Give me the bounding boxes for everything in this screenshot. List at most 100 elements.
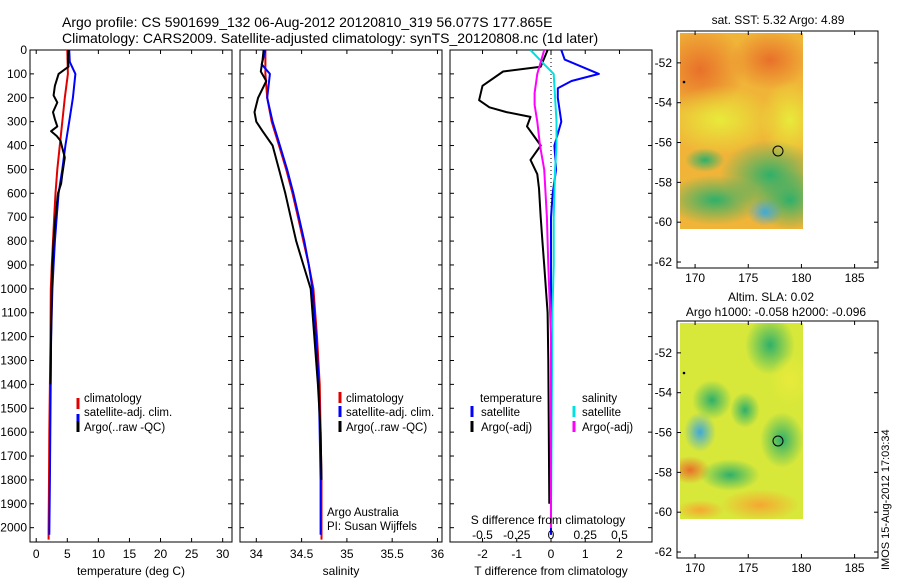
x-tick-label: 10	[92, 547, 106, 561]
salinity-xlabel: salinity	[323, 564, 360, 578]
legend-climatology: climatology	[84, 393, 142, 405]
map-x-tick-label: 170	[685, 271, 705, 285]
legend-temp-satellite: satellite	[481, 407, 520, 419]
legend-climatology-s: climatology	[346, 393, 404, 405]
difference-ticks: -2 -1 0 1 2	[477, 50, 623, 561]
legend-argo-s: Argo(..raw -QC)	[346, 422, 427, 434]
depth-tick-label: 1400	[0, 377, 27, 391]
series-line-3	[533, 50, 552, 528]
x-tick-label: 5	[64, 547, 71, 561]
salinity-legend: climatology satellite-adj. clim. Argo(..…	[338, 392, 434, 434]
sst-argo-marker	[772, 145, 784, 157]
x-tick-label: 20	[154, 547, 168, 561]
depth-tick-label: 900	[7, 258, 27, 272]
x-tick-label: -1	[511, 547, 522, 561]
x-tick-label: -2	[477, 547, 488, 561]
difference-xlabel: T difference from climatology	[474, 564, 628, 578]
map-y-tick-label: -58	[655, 465, 673, 479]
temperature-ticks: 0 5 10 15 20 25 30	[33, 50, 230, 561]
depth-tick-label: 1900	[0, 497, 27, 511]
depth-tick-label: 1600	[0, 425, 27, 439]
depth-tick-label: 800	[7, 234, 27, 248]
depth-tick-label: 1700	[0, 449, 27, 463]
depth-tick-label: 0	[20, 43, 27, 57]
map-y-tick-label: -54	[655, 386, 673, 400]
x-tick-label: 0	[548, 547, 555, 561]
temperature-panel: 0100200300400500600700800900100011001200…	[0, 43, 233, 578]
depth-tick-label: 2000	[0, 521, 27, 535]
temperature-xlabel: temperature (deg C)	[77, 564, 185, 578]
s-diff-tick-label: 0	[548, 528, 555, 542]
sst-map-title: sat. SST: 5.32 Argo: 4.89	[712, 13, 845, 27]
sla-small-dot	[682, 371, 686, 375]
legend-satellite-adj-s: satellite-adj. clim.	[346, 407, 434, 419]
legend-argo: Argo(..raw -QC)	[84, 422, 165, 434]
s-diff-tick-label: -0.25	[503, 528, 531, 542]
depth-tick-label: 300	[7, 115, 27, 129]
map-y-tick-label: -60	[655, 505, 673, 519]
sla-map-panel: Altim. SLA: 0.02 Argo h1000: -0.058 h200…	[655, 290, 879, 575]
sla-map-subtitle: Argo h1000: -0.058 h2000: -0.096	[686, 305, 866, 319]
legend-temp-argo: Argo(-adj)	[481, 422, 532, 434]
map-y-tick-label: -58	[655, 175, 673, 189]
sst-map-ticks: 170 175 180 185 -52 -54 -56 -58 -60 -62	[655, 31, 878, 285]
map-y-tick-label: -62	[655, 255, 673, 269]
map-y-tick-label: -62	[655, 545, 673, 559]
x-tick-label: 30	[216, 547, 230, 561]
depth-tick-label: 500	[7, 162, 27, 176]
legend-sal-satellite: satellite	[582, 407, 621, 419]
difference-depth-ticks	[450, 49, 652, 529]
depth-tick-label: 600	[7, 186, 27, 200]
depth-tick-label: 100	[7, 67, 27, 81]
x-tick-label: 35.5	[380, 547, 404, 561]
map-y-tick-label: -56	[655, 426, 673, 440]
sst-small-dot	[682, 80, 686, 84]
imos-stamp: IMOS 15-Aug-2012 17:03:34	[880, 429, 892, 570]
map-y-tick-label: -54	[655, 96, 673, 110]
depth-tick-label: 1100	[1, 306, 27, 320]
legend-satellite-adj: satellite-adj. clim.	[84, 407, 172, 419]
map-y-tick-label: -56	[655, 136, 673, 150]
depth-tick-label: 1300	[0, 353, 27, 367]
x-tick-label: 1	[582, 547, 589, 561]
map-x-tick-label: 170	[685, 561, 705, 575]
difference-lines	[478, 50, 600, 542]
s-diff-tick-label: 0.25	[574, 528, 598, 542]
sla-argo-marker	[772, 435, 784, 447]
difference-legend: temperature salinity satellite Argo(-adj…	[470, 393, 633, 434]
legend-sal-argo: Argo(-adj)	[582, 422, 633, 434]
salinity-panel: 34 34.5 35 35.5 36 salinity climatology sate…	[239, 49, 445, 578]
sla-map-title: Altim. SLA: 0.02	[728, 290, 814, 304]
salinity-lines	[253, 50, 323, 540]
map-y-tick-label: -52	[655, 56, 673, 70]
difference-panel: -2 -1 0 1 2 S difference from climatology -0…	[449, 49, 653, 578]
map-y-tick-label: -52	[655, 346, 673, 360]
sst-field	[680, 33, 803, 229]
series-line-2	[49, 50, 70, 385]
sla-field	[680, 323, 803, 519]
figure-title-line2: Climatology: CARS2009. Satellite-adjuste…	[62, 30, 598, 46]
x-tick-label: 25	[185, 547, 199, 561]
temperature-lines	[47, 50, 77, 540]
x-tick-label: 2	[616, 547, 623, 561]
depth-tick-label: 1000	[0, 282, 27, 296]
depth-tick-label: 700	[7, 210, 27, 224]
depth-tick-label: 1200	[0, 330, 27, 344]
temperature-legend: climatology satellite-adj. clim. Argo(..…	[76, 393, 172, 434]
series-line-2	[253, 50, 323, 480]
x-tick-label: 36	[431, 547, 445, 561]
salinity-axes-frame	[239, 49, 443, 543]
depth-ticks-temperature: 0 100 200 300 400 500 600 700 800 900 1000 1100 1200…	[0, 43, 232, 535]
x-tick-label: 15	[123, 547, 137, 561]
annotation-pi: PI: Susan Wijffels	[327, 521, 417, 533]
x-tick-label: 35	[340, 547, 354, 561]
map-y-tick-label: -60	[655, 215, 673, 229]
depth-tick-label: 200	[7, 91, 27, 105]
depth-tick-label: 1500	[0, 401, 27, 415]
sst-map-panel: sat. SST: 5.32 Argo: 4.89 170 175 180 185 -5…	[655, 13, 879, 285]
map-x-tick-label: 180	[791, 271, 811, 285]
x-tick-label: 34.5	[290, 547, 314, 561]
sla-map-ticks: 170 175 180 185 -52 -54 -56 -58 -60 -62	[655, 321, 878, 575]
salinity-ticks: 34 34.5 35 35.5 36	[250, 50, 445, 561]
